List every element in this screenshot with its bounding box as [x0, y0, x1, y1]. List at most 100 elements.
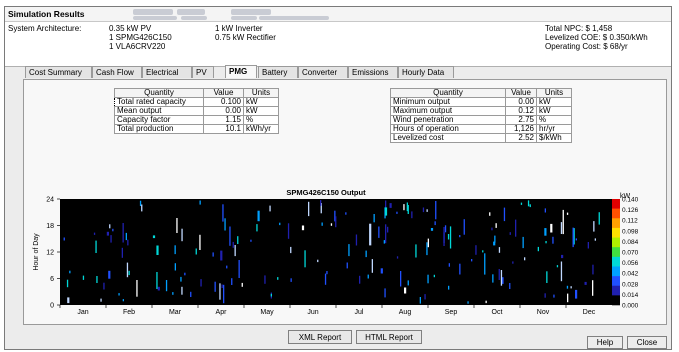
colorbar-tick-label: 0.070 — [622, 250, 639, 257]
heatmap-cell — [287, 223, 290, 239]
heatmap-cell — [406, 202, 408, 212]
heatmap-cell — [108, 270, 111, 279]
heatmap-cell — [334, 210, 336, 222]
heatmap-cell — [290, 278, 292, 282]
heatmap-cell — [128, 270, 130, 276]
heatmap-cell — [257, 210, 260, 222]
heatmap-cell — [229, 226, 231, 246]
heatmap-cell — [279, 222, 281, 226]
heatmap-cell — [448, 285, 450, 290]
heatmap-cell — [122, 299, 124, 302]
heatmap-cell — [346, 262, 348, 269]
heatmap-cell — [136, 280, 138, 297]
heatmap-cell — [556, 265, 559, 268]
help-button[interactable]: Help — [587, 336, 623, 349]
heatmap-cells — [63, 200, 600, 304]
heatmap-cell — [403, 204, 405, 211]
tab-converter[interactable]: Converter — [298, 66, 348, 78]
heatmap-cell — [269, 205, 271, 212]
heatmap-cell — [475, 245, 477, 255]
heatmap-cell — [222, 204, 224, 222]
heatmap-cell — [503, 207, 506, 222]
window-title: Simulation Results — [8, 9, 85, 19]
heatmap-cell — [359, 275, 361, 284]
heatmap-cell — [544, 208, 546, 213]
heatmap-cell — [489, 212, 491, 216]
heatmap-cell — [223, 284, 225, 304]
heatmap-cell — [270, 293, 272, 297]
heatmap-cell — [66, 279, 69, 288]
tab-hourly-data[interactable]: Hourly Data — [398, 66, 454, 78]
heatmap-cell — [335, 216, 337, 228]
xml-report-button[interactable]: XML Report — [288, 330, 352, 344]
heatmap-cell — [373, 214, 375, 223]
heatmap-cell — [317, 259, 319, 263]
heatmap-cell — [493, 241, 496, 246]
table-row: Total production 10.1 kWh/yr — [114, 124, 279, 134]
heatmap-cell — [491, 227, 493, 231]
pmg-output-heatmap: SPMG426C150 Output Hour of Day 06121824 … — [33, 188, 639, 316]
heatmap-cell — [220, 250, 223, 261]
heatmap-cell — [553, 294, 555, 298]
tab-electrical[interactable]: Electrical — [142, 66, 192, 78]
value-cell: 10.1 — [203, 124, 244, 134]
colorbar-swatch — [612, 276, 620, 287]
heatmap-cell — [199, 200, 201, 205]
heatmap-cell — [482, 250, 484, 253]
tab-cost-summary[interactable]: Cost Summary — [25, 66, 92, 78]
heatmap-cell — [126, 262, 129, 278]
quantity-cell: Levelized cost — [390, 133, 506, 143]
chart-title: SPMG426C150 Output — [286, 188, 366, 197]
heatmap-cell — [212, 252, 214, 257]
blurred-text — [133, 9, 173, 15]
heatmap-cell — [424, 294, 426, 300]
close-button[interactable]: Close — [627, 336, 667, 349]
heatmap-cell — [200, 279, 202, 287]
operating-cost: Operating Cost: $ 68/yr — [545, 42, 628, 51]
quantity-cell: Total production — [114, 124, 204, 134]
heatmap-cell — [226, 265, 228, 269]
heatmap-cell — [498, 247, 501, 253]
table-row: Maximum output 0.12 kW — [390, 106, 572, 116]
x-tick-label: May — [260, 309, 274, 316]
colorbar-swatch — [612, 295, 620, 306]
html-report-button[interactable]: HTML Report — [356, 330, 422, 344]
tab-pmg[interactable]: PMG — [225, 65, 257, 78]
heatmap-cell — [566, 285, 569, 289]
tab-cash-flow[interactable]: Cash Flow — [92, 66, 142, 78]
heatmap-cell — [277, 277, 279, 280]
heatmap-cell — [190, 291, 192, 297]
heatmap-cell — [156, 272, 158, 289]
tab-battery[interactable]: Battery — [258, 66, 298, 78]
heatmap-cell — [448, 263, 450, 267]
heatmap-cell — [512, 261, 514, 264]
heatmap-cell — [544, 293, 546, 298]
x-tick-label: Apr — [216, 309, 228, 316]
colorbar: 0.140 0.126 0.112 0.098 0.084 0.070 0.056 0.042… — [612, 197, 639, 310]
heatmap-cell — [181, 286, 183, 295]
heatmap-cell — [385, 200, 387, 209]
heatmap-cell — [435, 201, 437, 220]
heatmap-cell — [110, 235, 112, 243]
arch-pmg: 1 SPMG426C150 — [109, 33, 172, 42]
heatmap-cell — [231, 278, 233, 285]
colorbar-swatch — [612, 237, 620, 248]
heatmap-cell — [587, 242, 589, 249]
tab-pv[interactable]: PV — [192, 66, 214, 78]
y-tick-label: 6 — [50, 276, 54, 283]
heatmap-cell — [575, 289, 578, 299]
heatmap-cell — [522, 236, 524, 249]
x-tick-label: Aug — [399, 309, 412, 316]
heatmap-cell — [156, 245, 159, 255]
tab-emissions[interactable]: Emissions — [348, 66, 398, 78]
x-tick-label: Jul — [355, 309, 364, 316]
heatmap-cell — [221, 284, 223, 288]
heatmap-cell — [118, 293, 120, 296]
y-tick-label: 0 — [50, 303, 54, 310]
heatmap-cell — [561, 254, 564, 259]
heatmap-cell — [389, 203, 392, 208]
heatmap-cell — [96, 276, 98, 283]
pmg-stats-table-right: Quantity Value Units Minimum output 0.00… — [390, 88, 572, 143]
heatmap-cell — [238, 260, 240, 278]
blurred-text — [259, 16, 329, 20]
